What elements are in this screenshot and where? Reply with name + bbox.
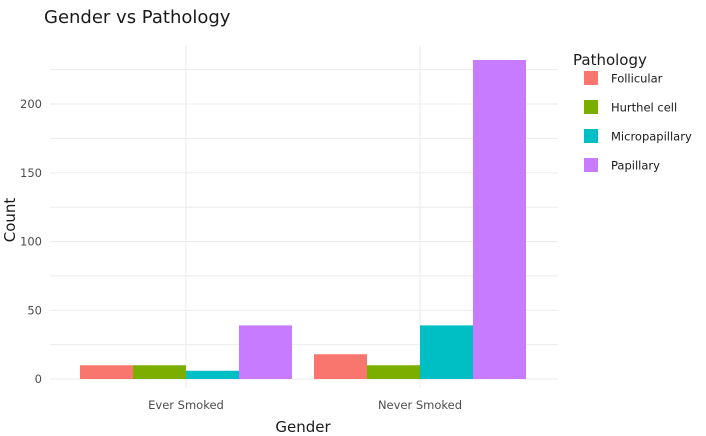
y-tick-label: 200 (20, 97, 42, 111)
bar-micropapillary-never-smoked (420, 325, 473, 379)
axes: 0 50 100 150 200 Ever Smoked Never Smoked (20, 97, 462, 412)
bars (80, 60, 526, 379)
y-tick-label: 100 (20, 235, 42, 249)
x-axis-title: Gender (275, 418, 331, 436)
legend-title: Pathology (573, 51, 647, 69)
legend-swatch (584, 71, 598, 85)
y-tick-label: 0 (35, 372, 42, 386)
y-tick-label: 150 (20, 166, 42, 180)
bar-follicular-ever-smoked (80, 365, 133, 379)
bar-micropapillary-ever-smoked (186, 370, 239, 379)
legend: Pathology Follicular Hurthel cell Micropap… (573, 51, 692, 173)
legend-label: Follicular (611, 72, 663, 86)
legend-swatch (584, 100, 598, 114)
bar-follicular-never-smoked (314, 354, 367, 379)
legend-label: Micropapillary (611, 130, 692, 144)
bar-papillary-ever-smoked (239, 325, 292, 379)
x-tick-label: Never Smoked (378, 398, 462, 412)
legend-label: Papillary (611, 159, 660, 173)
legend-swatch (584, 158, 598, 172)
x-tick-label: Ever Smoked (148, 398, 224, 412)
legend-label: Hurthel cell (611, 101, 677, 115)
bar-hurthel-cell-ever-smoked (133, 365, 186, 379)
bar-papillary-never-smoked (473, 60, 526, 379)
legend-swatch (584, 129, 598, 143)
y-axis-title: Count (1, 198, 19, 243)
bar-hurthel-cell-never-smoked (367, 365, 420, 379)
y-tick-label: 50 (27, 303, 42, 317)
chart-title: Gender vs Pathology (44, 7, 231, 28)
